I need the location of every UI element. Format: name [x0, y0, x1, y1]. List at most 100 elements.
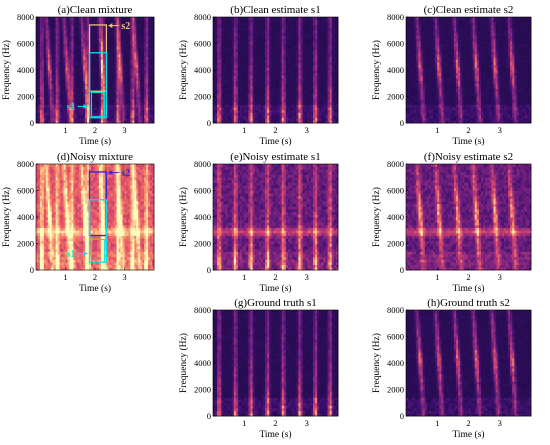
heatmap-cell — [275, 115, 278, 119]
heatmap-cell — [59, 83, 62, 87]
heatmap-cell — [53, 30, 57, 34]
heatmap-cell — [100, 85, 104, 89]
heatmap-cell — [148, 64, 151, 68]
heatmap-cell — [215, 101, 218, 105]
heatmap-cell — [296, 85, 299, 89]
heatmap-cell — [244, 117, 247, 121]
heatmap-cell — [110, 75, 114, 79]
heatmap-cell — [83, 99, 86, 103]
heatmap-cell — [281, 93, 285, 97]
heatmap-cell — [120, 24, 123, 28]
heatmap-cell — [59, 88, 62, 92]
heatmap-cell — [41, 93, 45, 97]
heatmap-cell — [100, 56, 104, 60]
heatmap-cell — [85, 99, 88, 103]
heatmap-cell — [93, 24, 96, 28]
heatmap-cell — [134, 67, 137, 71]
heatmap-cell — [43, 56, 47, 60]
heatmap-cell — [130, 75, 133, 79]
heatmap-cell — [233, 109, 237, 113]
heatmap-cell — [283, 38, 287, 42]
heatmap-cell — [277, 22, 281, 26]
heatmap-cell — [128, 104, 131, 108]
heatmap-cell — [271, 70, 274, 74]
heatmap-cell — [254, 24, 258, 28]
heatmap-cell — [77, 96, 80, 100]
heatmap-cell — [51, 62, 55, 66]
heatmap-cell — [89, 22, 92, 26]
heatmap-cell — [91, 70, 94, 74]
heatmap-cell — [63, 88, 66, 92]
heatmap-cell — [55, 32, 59, 36]
heatmap-cell — [130, 35, 133, 39]
heatmap-cell — [77, 32, 80, 36]
heatmap-cell — [102, 24, 106, 28]
heatmap-cell — [290, 70, 293, 74]
heatmap-cell — [265, 72, 268, 76]
heatmap-cell — [244, 32, 247, 36]
heatmap-cell — [260, 107, 264, 111]
heatmap-cell — [71, 88, 74, 92]
heatmap-cell — [95, 22, 98, 26]
heatmap-cell — [57, 101, 60, 105]
heatmap-cell — [45, 46, 49, 50]
heatmap-cell — [250, 70, 253, 74]
heatmap-cell — [85, 30, 88, 34]
heatmap-cell — [213, 80, 216, 84]
heatmap-cell — [41, 24, 45, 28]
heatmap-cell — [227, 107, 231, 111]
heatmap-cell — [65, 107, 68, 111]
heatmap-cell — [47, 32, 51, 36]
heatmap-cell — [292, 120, 295, 124]
heatmap-cell — [277, 64, 281, 68]
heatmap-cell — [304, 51, 308, 55]
heatmap-cell — [146, 22, 149, 26]
heatmap-cell — [47, 24, 51, 28]
heatmap-cell — [288, 107, 291, 111]
heatmap-cell — [285, 107, 289, 111]
heatmap-cell — [144, 88, 147, 92]
heatmap-cell — [85, 38, 88, 42]
heatmap-cell — [294, 96, 297, 100]
heatmap-cell — [233, 72, 237, 76]
heatmap-cell — [114, 27, 118, 31]
heatmap-cell — [290, 93, 293, 97]
heatmap-cell — [63, 93, 66, 97]
heatmap-cell — [213, 32, 216, 36]
heatmap-cell — [122, 54, 125, 58]
heatmap-cell — [235, 77, 239, 81]
heatmap-cell — [79, 77, 82, 81]
heatmap-cell — [296, 40, 299, 44]
heatmap-cell — [124, 56, 127, 60]
heatmap-cell — [136, 46, 139, 50]
heatmap-cell — [300, 43, 303, 47]
heatmap-cell — [292, 85, 295, 89]
heatmap-cell — [273, 112, 276, 116]
heatmap-cell — [59, 59, 62, 63]
heatmap-cell — [229, 27, 233, 31]
heatmap-cell — [83, 62, 86, 66]
heatmap-cell — [138, 115, 141, 119]
heatmap-cell — [134, 24, 137, 28]
heatmap-cell — [223, 51, 226, 55]
heatmap-cell — [294, 70, 297, 74]
heatmap-cell — [248, 83, 251, 87]
heatmap-cell — [242, 80, 245, 84]
heatmap-cell — [300, 70, 303, 74]
heatmap-cell — [294, 112, 297, 116]
heatmap-cell — [43, 96, 47, 100]
heatmap-cell — [238, 85, 241, 89]
heatmap-cell — [41, 62, 45, 66]
heatmap-cell — [296, 24, 299, 28]
heatmap-cell — [116, 85, 119, 89]
heatmap-cell — [93, 88, 96, 92]
heatmap-cell — [225, 19, 228, 23]
heatmap-cell — [231, 75, 235, 79]
heatmap-cell — [258, 107, 262, 111]
heatmap-cell — [290, 54, 293, 58]
heatmap-cell — [263, 22, 266, 26]
heatmap-cell — [285, 85, 289, 89]
heatmap-cell — [288, 93, 291, 97]
heatmap-cell — [267, 70, 270, 74]
heatmap-cell — [229, 24, 233, 28]
